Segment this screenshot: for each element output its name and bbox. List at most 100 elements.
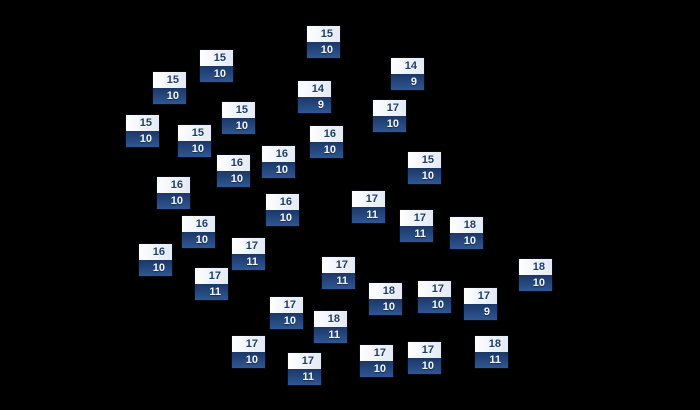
data-point-label: 17 11	[232, 238, 265, 270]
data-point-top-value: 15	[222, 102, 255, 118]
data-point-bottom-value: 10	[373, 116, 406, 132]
data-point-label: 17 10	[360, 345, 393, 377]
data-point-bottom-value: 10	[200, 66, 233, 82]
data-point-bottom-value: 11	[475, 352, 508, 368]
data-point-label: 15 10	[153, 72, 186, 104]
data-point-label: 15 10	[126, 115, 159, 147]
data-point-bottom-value: 10	[310, 142, 343, 158]
data-point-bottom-value: 10	[270, 313, 303, 329]
data-point-top-value: 16	[182, 216, 215, 232]
data-point-label: 18 10	[369, 283, 402, 315]
data-point-label: 17 9	[464, 288, 497, 320]
data-point-label: 17 11	[288, 353, 321, 385]
data-point-bottom-value: 9	[298, 97, 331, 113]
data-point-bottom-value: 10	[307, 42, 340, 58]
data-point-top-value: 16	[139, 244, 172, 260]
data-point-top-value: 15	[153, 72, 186, 88]
data-point-bottom-value: 9	[464, 304, 497, 320]
data-point-bottom-value: 11	[352, 207, 385, 223]
data-point-top-value: 14	[298, 81, 331, 97]
data-point-top-value: 16	[262, 146, 295, 162]
data-point-top-value: 15	[178, 125, 211, 141]
data-point-label: 17 11	[195, 268, 228, 300]
data-point-label: 17 10	[373, 100, 406, 132]
data-point-label: 16 10	[182, 216, 215, 248]
data-point-bottom-value: 10	[418, 297, 451, 313]
data-point-label: 18 11	[475, 336, 508, 368]
data-point-bottom-value: 10	[126, 131, 159, 147]
data-point-bottom-value: 10	[178, 141, 211, 157]
data-point-label: 15 10	[408, 152, 441, 184]
data-point-label: 17 10	[270, 297, 303, 329]
data-point-bottom-value: 10	[266, 210, 299, 226]
data-point-top-value: 17	[360, 345, 393, 361]
data-point-top-value: 15	[200, 50, 233, 66]
data-point-bottom-value: 10	[157, 193, 190, 209]
data-point-top-value: 15	[126, 115, 159, 131]
data-point-top-value: 17	[352, 191, 385, 207]
data-point-top-value: 16	[157, 177, 190, 193]
data-point-bottom-value: 11	[288, 369, 321, 385]
data-point-label: 16 10	[139, 244, 172, 276]
data-point-top-value: 17	[322, 257, 355, 273]
data-point-bottom-value: 10	[262, 162, 295, 178]
data-point-label: 17 10	[418, 281, 451, 313]
data-point-top-value: 16	[217, 155, 250, 171]
data-point-label: 15 10	[307, 26, 340, 58]
data-point-top-value: 17	[464, 288, 497, 304]
data-point-label: 16 10	[262, 146, 295, 178]
data-point-bottom-value: 10	[369, 299, 402, 315]
data-point-bottom-value: 9	[391, 74, 424, 90]
data-point-bottom-value: 10	[139, 260, 172, 276]
data-point-label: 18 11	[314, 311, 347, 343]
data-point-label: 17 10	[232, 336, 265, 368]
data-point-top-value: 18	[519, 259, 552, 275]
data-point-bottom-value: 11	[314, 327, 347, 343]
data-point-label: 15 10	[222, 102, 255, 134]
data-point-bottom-value: 10	[217, 171, 250, 187]
data-point-bottom-value: 11	[232, 254, 265, 270]
data-point-label: 17 11	[352, 191, 385, 223]
data-point-top-value: 17	[232, 336, 265, 352]
data-point-label: 16 10	[310, 126, 343, 158]
data-point-top-value: 15	[408, 152, 441, 168]
data-point-bottom-value: 10	[450, 233, 483, 249]
data-point-top-value: 18	[314, 311, 347, 327]
data-point-label: 16 10	[157, 177, 190, 209]
data-point-top-value: 17	[195, 268, 228, 284]
data-point-label: 14 9	[298, 81, 331, 113]
data-point-label: 17 11	[400, 210, 433, 242]
data-point-top-value: 17	[408, 342, 441, 358]
data-point-top-value: 16	[266, 194, 299, 210]
data-point-top-value: 17	[418, 281, 451, 297]
data-point-label: 18 10	[450, 217, 483, 249]
data-point-label: 15 10	[178, 125, 211, 157]
data-point-top-value: 17	[373, 100, 406, 116]
data-point-bottom-value: 10	[153, 88, 186, 104]
data-point-label: 18 10	[519, 259, 552, 291]
data-point-label: 16 10	[217, 155, 250, 187]
data-point-top-value: 17	[288, 353, 321, 369]
data-point-top-value: 16	[310, 126, 343, 142]
data-point-top-value: 18	[369, 283, 402, 299]
data-point-top-value: 18	[475, 336, 508, 352]
data-point-bottom-value: 10	[222, 118, 255, 134]
data-point-label: 15 10	[200, 50, 233, 82]
data-point-label: 16 10	[266, 194, 299, 226]
data-point-bottom-value: 10	[232, 352, 265, 368]
data-point-top-value: 17	[232, 238, 265, 254]
data-point-top-value: 17	[270, 297, 303, 313]
data-point-bottom-value: 10	[182, 232, 215, 248]
data-point-bottom-value: 10	[360, 361, 393, 377]
data-point-top-value: 14	[391, 58, 424, 74]
data-point-bottom-value: 10	[519, 275, 552, 291]
data-point-label: 17 11	[322, 257, 355, 289]
data-point-bottom-value: 10	[408, 168, 441, 184]
data-point-bottom-value: 11	[322, 273, 355, 289]
data-point-bottom-value: 11	[195, 284, 228, 300]
data-point-top-value: 17	[400, 210, 433, 226]
data-point-label: 17 10	[408, 342, 441, 374]
data-point-top-value: 15	[307, 26, 340, 42]
data-point-bottom-value: 10	[408, 358, 441, 374]
